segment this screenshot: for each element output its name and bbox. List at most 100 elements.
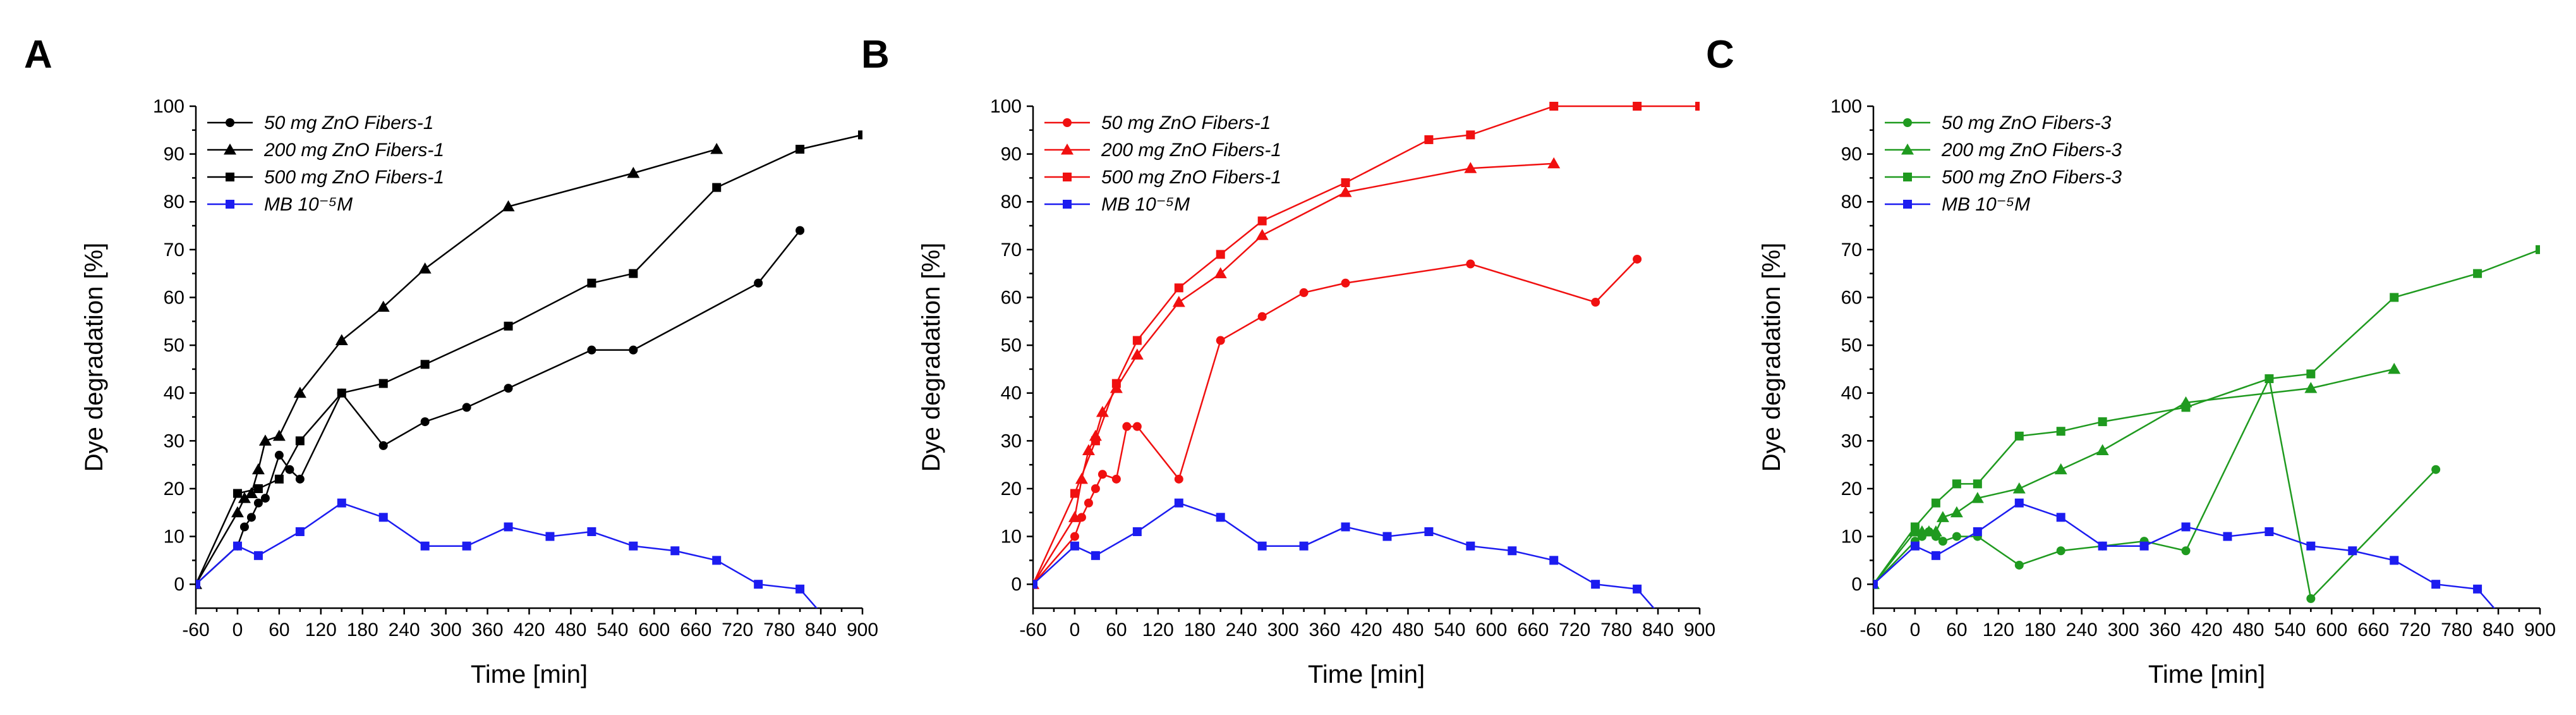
data-point — [253, 498, 263, 508]
x-tick-label: 600 — [1475, 620, 1507, 640]
x-tick-label: -60 — [182, 620, 209, 640]
data-point — [238, 492, 251, 503]
data-point — [1936, 511, 1949, 522]
legend: 50 mg ZnO Fibers-3 200 mg ZnO Fibers-3 500… — [1885, 113, 2122, 215]
data-point — [1130, 348, 1144, 360]
data-point — [2098, 541, 2107, 551]
data-point — [1339, 186, 1352, 197]
legend-marker — [1903, 118, 1912, 127]
legend-marker — [1903, 173, 1912, 181]
data-point — [1033, 580, 1037, 589]
data-point — [1910, 522, 1920, 532]
data-point — [1070, 532, 1079, 541]
y-tick-label: 70 — [1001, 240, 1022, 260]
legend-label: 50 mg ZnO Fibers-1 — [1101, 113, 1271, 133]
y-tick-label: 40 — [1841, 383, 1862, 404]
y-tick-label: 0 — [1851, 574, 1862, 595]
data-point — [1633, 254, 1642, 264]
data-point — [2181, 403, 2191, 412]
legend-marker — [1901, 144, 1914, 155]
data-point — [710, 143, 723, 154]
data-point — [502, 200, 515, 212]
legend-label: 200 mg ZnO Fibers-3 — [1941, 140, 2122, 161]
data-point — [1132, 422, 1142, 431]
data-point — [2306, 541, 2316, 551]
data-point — [2388, 362, 2401, 374]
data-point — [2265, 374, 2274, 384]
y-tick-label: 60 — [1001, 287, 1022, 308]
legend-label: 500 mg ZnO Fibers-1 — [1101, 167, 1281, 188]
data-point — [253, 484, 263, 493]
data-point — [1122, 422, 1132, 431]
x-tick-label: -60 — [1019, 620, 1046, 640]
series-line-4 — [1873, 502, 2496, 608]
data-point — [1070, 541, 1079, 551]
data-point — [1174, 283, 1183, 293]
legend-label: 50 mg ZnO Fibers-3 — [1942, 113, 2112, 133]
data-point — [1950, 506, 1963, 518]
x-tick-label: 120 — [305, 620, 337, 640]
chart-panel-b: B 0 10 20 30 40 50 60 70 80 90 100 -60 0 60 120 180 240 30… — [861, 33, 1715, 688]
y-tick-label: 50 — [1841, 335, 1862, 356]
x-tick-label: 360 — [2150, 620, 2181, 640]
data-point — [1591, 580, 1600, 589]
data-point — [1091, 551, 1100, 560]
data-point — [2056, 513, 2065, 522]
data-point — [246, 513, 256, 522]
x-tick-label: 420 — [1350, 620, 1382, 640]
legend-marker — [1903, 200, 1912, 209]
data-point — [274, 451, 284, 460]
data-point — [1549, 102, 1559, 111]
data-point — [233, 541, 242, 551]
data-point — [462, 541, 471, 551]
data-point — [2098, 417, 2107, 427]
plot-area — [196, 130, 862, 608]
data-point — [1111, 474, 1121, 484]
legend-label: 500 mg ZnO Fibers-1 — [264, 167, 444, 188]
data-point — [2056, 427, 2065, 436]
data-point — [504, 522, 513, 532]
x-tick-label: 0 — [233, 620, 243, 640]
plot-area — [1033, 102, 1700, 608]
y-tick-label: 50 — [1001, 335, 1022, 356]
x-tick-label: 120 — [1983, 620, 2014, 640]
x-axis-title: Time [min] — [2148, 661, 2265, 688]
data-point — [196, 580, 200, 589]
y-tick-label: 80 — [1841, 192, 1862, 212]
plot-area — [1873, 245, 2540, 608]
data-point — [1952, 532, 1961, 541]
x-tick-label: 540 — [2274, 620, 2306, 640]
data-point — [1466, 541, 1475, 551]
data-point — [1382, 532, 1392, 541]
series-line-1 — [1033, 259, 1638, 585]
x-tick-label: 60 — [1106, 620, 1127, 640]
y-axis-title: Dye degradation [%] — [917, 243, 945, 472]
x-tick-label: 360 — [472, 620, 504, 640]
legend-marker — [1063, 118, 1072, 127]
data-point — [1973, 479, 1982, 489]
x-tick-label: 180 — [347, 620, 378, 640]
y-tick-label: 50 — [164, 335, 184, 356]
data-point — [1075, 472, 1088, 484]
y-tick-label: 20 — [164, 479, 184, 499]
panel-letter: A — [24, 33, 52, 76]
data-point — [378, 441, 388, 450]
x-tick-label: 300 — [1267, 620, 1299, 640]
data-point — [2223, 532, 2232, 541]
data-point — [1466, 259, 1475, 269]
y-tick-label: 30 — [1841, 431, 1862, 451]
data-point — [1971, 492, 1984, 503]
data-point — [545, 532, 555, 541]
data-point — [587, 278, 596, 288]
data-point — [2054, 463, 2067, 475]
data-point — [1172, 296, 1185, 307]
x-tick-label: 180 — [2024, 620, 2056, 640]
y-axis-title: Dye degradation [%] — [80, 243, 108, 472]
legend-label: 500 mg ZnO Fibers-3 — [1942, 167, 2122, 188]
legend-marker — [1063, 173, 1072, 181]
data-point — [260, 494, 270, 503]
data-point — [754, 278, 763, 288]
data-point — [1174, 498, 1183, 508]
data-point — [418, 262, 432, 274]
y-tick-label: 90 — [164, 144, 184, 165]
